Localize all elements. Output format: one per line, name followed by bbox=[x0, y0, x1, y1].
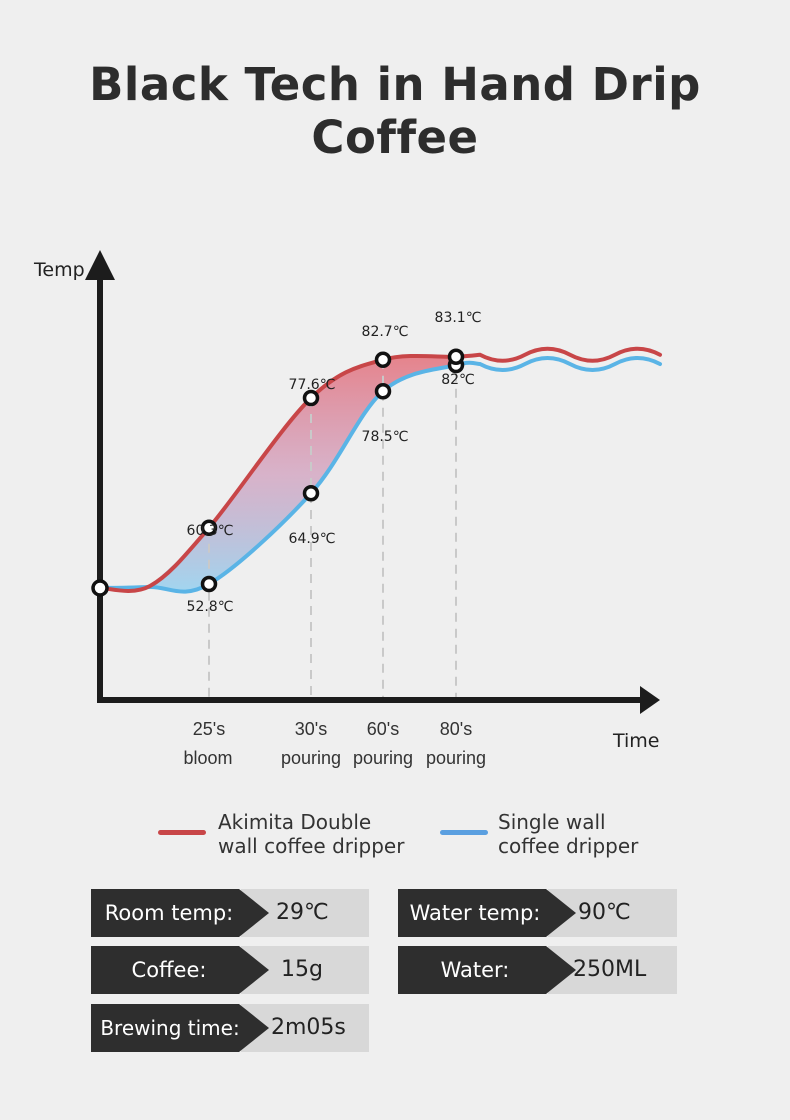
series-line-single-wall bbox=[98, 356, 662, 594]
legend-single-wall: Single wall coffee dripper bbox=[440, 810, 670, 862]
x-tick-label-3-bottom: pouring bbox=[353, 748, 413, 768]
double-wall-data-label-3: 82.7℃ bbox=[362, 324, 409, 340]
double-wall-point-1 bbox=[200, 519, 218, 536]
single-wall-data-label-4: 82℃ bbox=[441, 372, 475, 388]
legend-double-wall: Akimita Double wall coffee dripper bbox=[158, 810, 428, 862]
spec-brewing-time: 2m05s Brewing time: bbox=[91, 1004, 369, 1052]
brewing-time-label: Brewing time: bbox=[91, 1004, 269, 1052]
double-wall-point-3 bbox=[374, 351, 392, 368]
legend-single-wall-label: Single wall coffee dripper bbox=[498, 810, 638, 858]
water-label: Water: bbox=[398, 946, 576, 994]
legend-double-wall-line1: Akimita Double bbox=[218, 810, 372, 834]
x-tick-label-4-bottom: pouring bbox=[426, 748, 486, 768]
temperature-chart: Temp Time 25's bloom 30's pouring 60's pouring 8… bbox=[33, 250, 662, 768]
single-wall-point-2 bbox=[302, 485, 320, 502]
spec-water: 250ML Water: bbox=[398, 946, 677, 994]
x-tick-label-4-top: 80's bbox=[440, 719, 472, 739]
legend-double-wall-swatch bbox=[158, 830, 206, 835]
spec-water-temp: 90℃ Water temp: bbox=[398, 889, 677, 937]
legend-double-wall-label: Akimita Double wall coffee dripper bbox=[218, 810, 404, 858]
single-wall-data-label-2: 64.9℃ bbox=[289, 531, 336, 547]
double-wall-data-label-4: 83.1℃ bbox=[435, 310, 482, 326]
legend-double-wall-line2: wall coffee dripper bbox=[218, 834, 405, 858]
coffee-label: Coffee: bbox=[91, 946, 269, 994]
legend-single-wall-swatch bbox=[440, 830, 488, 835]
temperature-gap-band bbox=[150, 355, 456, 592]
series-line-double-wall bbox=[98, 346, 662, 593]
legend-single-wall-line1: Single wall bbox=[498, 810, 606, 834]
x-tick-label-3-top: 60's bbox=[367, 719, 399, 739]
x-axis-arrow bbox=[640, 686, 660, 714]
x-tick-label-2-bottom: pouring bbox=[281, 748, 341, 768]
page-title: Black Tech in Hand Drip Coffee bbox=[89, 58, 701, 164]
x-tick-label-1-top: 25's bbox=[193, 719, 225, 739]
x-tick-label-2-top: 30's bbox=[295, 719, 327, 739]
double-wall-data-label-1: 60.3℃ bbox=[187, 523, 234, 539]
room-temp-value: 29℃ bbox=[241, 889, 369, 937]
double-wall-point-4 bbox=[447, 348, 465, 365]
spec-coffee: 15g Coffee: bbox=[91, 946, 369, 994]
room-temp-label: Room temp: bbox=[91, 889, 269, 937]
x-axis-label: Time bbox=[612, 730, 660, 752]
double-wall-data-label-2: 77.6℃ bbox=[289, 377, 336, 393]
single-wall-data-label-3: 78.5℃ bbox=[362, 429, 409, 445]
y-axis-arrow bbox=[85, 250, 115, 280]
brewing-time-value: 2m05s bbox=[241, 1004, 369, 1052]
spec-room-temp: 29℃ Room temp: bbox=[91, 889, 369, 937]
y-axis-label: Temp bbox=[33, 259, 85, 281]
legend-single-wall-line2: coffee dripper bbox=[498, 834, 639, 858]
double-wall-point-2 bbox=[302, 389, 320, 407]
single-wall-point-3 bbox=[374, 383, 392, 400]
water-temp-label: Water temp: bbox=[398, 889, 576, 937]
x-tick-label-1-bottom: bloom bbox=[183, 748, 232, 768]
single-wall-data-label-1: 52.8℃ bbox=[187, 599, 234, 615]
start-point-marker bbox=[91, 579, 109, 597]
single-wall-point-1 bbox=[200, 575, 218, 593]
